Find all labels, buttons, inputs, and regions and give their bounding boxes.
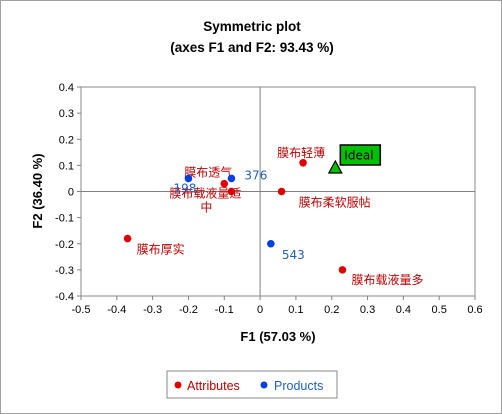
- y-axis-ticks: 0.4 0.3 0.2 0.1 0 -0.1 -0.2 -0.3 -0.4: [55, 82, 81, 303]
- x-tick-label: 0.3: [360, 304, 375, 316]
- data-point: [227, 174, 236, 183]
- x-tick-label: 0.2: [324, 304, 339, 316]
- x-axis-ticks: -0.5 -0.4 -0.3 -0.2 -0.1 0 0.1 0.2 0.3 0.4 0.5 0.6: [72, 296, 483, 316]
- y-tick-label: 0.1: [59, 160, 74, 172]
- x-tick-label: -0.5: [72, 304, 91, 316]
- legend-label-products: Products: [274, 379, 323, 393]
- y-tick-label: -0.4: [55, 291, 74, 303]
- ideal-marker: [327, 159, 343, 174]
- ideal-marker-layer: Ideal: [327, 144, 382, 174]
- y-tick-label: 0.2: [59, 134, 74, 146]
- y-tick-label: -0.3: [55, 265, 74, 277]
- chart-title: Symmetric plot: [203, 19, 301, 34]
- x-tick-label: -0.1: [215, 304, 234, 316]
- x-tick-label: 0.4: [396, 304, 411, 316]
- x-tick-label: 0.6: [467, 304, 482, 316]
- point-label: 膜布载液量适中: [169, 186, 241, 215]
- point-label: 膜布厚实: [137, 242, 185, 257]
- legend-marker-products: [260, 381, 268, 389]
- x-tick-label: 0.5: [432, 304, 447, 316]
- data-point: [227, 187, 236, 196]
- x-tick-label: 0.1: [288, 304, 303, 316]
- legend-marker-attributes: [174, 381, 182, 389]
- point-label: 198: [173, 181, 196, 195]
- legend-label-attributes: Attributes: [187, 379, 240, 393]
- point-label: 膜布载液量多: [351, 272, 423, 287]
- x-tick-label: -0.2: [179, 304, 198, 316]
- data-point: [267, 239, 275, 248]
- point-label: 543: [282, 248, 305, 262]
- data-point: [123, 234, 132, 243]
- point-label: 膜布透气: [184, 165, 232, 180]
- data-point: [299, 158, 307, 167]
- data-point: [184, 174, 193, 183]
- y-tick-label: -0.2: [55, 239, 74, 251]
- y-axis-title: F2 (36.40 %): [30, 153, 45, 228]
- x-tick-label: -0.3: [143, 304, 162, 316]
- legend-box: [166, 370, 338, 399]
- point-label: 376: [244, 168, 267, 182]
- x-tick-label: -0.4: [107, 304, 126, 316]
- ideal-label-box: [339, 144, 382, 166]
- y-tick-label: 0.3: [59, 108, 74, 120]
- chart-subtitle: (axes F1 and F2: 93.43 %): [170, 40, 334, 55]
- x-tick-label: 0: [257, 304, 263, 316]
- point-label: 膜布轻薄: [277, 145, 325, 160]
- data-point: [277, 187, 286, 196]
- data-point: [220, 179, 229, 188]
- x-axis-title: F1 (57.03 %): [240, 329, 315, 344]
- ideal-label: Ideal: [344, 148, 373, 162]
- y-tick-label: 0.4: [59, 82, 74, 94]
- y-tick-label: -0.1: [55, 213, 74, 225]
- y-tick-label: 0: [68, 187, 74, 199]
- point-label: 膜布柔软服帖: [299, 195, 371, 210]
- data-point: [338, 266, 347, 274]
